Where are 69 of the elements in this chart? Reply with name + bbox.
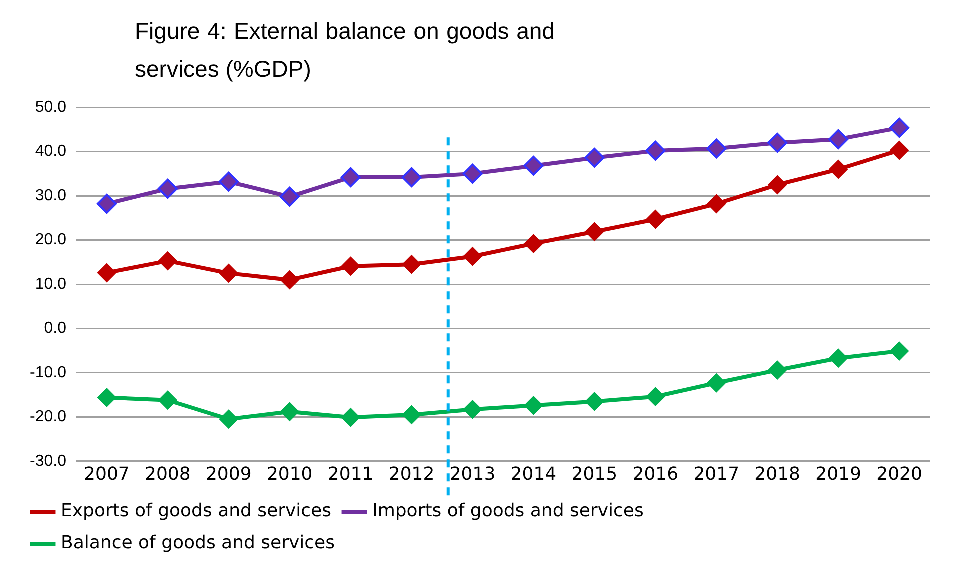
point — [219, 264, 238, 283]
y-tick-label: 10.0 — [35, 276, 67, 293]
point — [707, 194, 726, 214]
point — [218, 172, 239, 192]
x-tick-label: 2017 — [694, 464, 740, 485]
point — [890, 118, 910, 138]
x-tick-label: 2008 — [145, 464, 191, 485]
point — [584, 148, 605, 168]
point — [585, 392, 604, 412]
point — [402, 255, 422, 274]
point — [524, 156, 544, 176]
point — [96, 194, 117, 214]
y-tick-label: 30.0 — [35, 187, 67, 204]
y-tick-label: 20.0 — [35, 232, 67, 249]
point — [280, 270, 300, 290]
x-tick-label: 2018 — [754, 464, 800, 485]
point — [158, 390, 178, 410]
y-tick-label: -30.0 — [30, 452, 67, 470]
x-tick-label: 2013 — [450, 464, 496, 485]
point — [646, 140, 666, 161]
x-tick-label: 2007 — [84, 464, 130, 485]
x-tick-label: 2020 — [876, 464, 922, 485]
point — [340, 167, 361, 188]
legend-label: Exports of goods and services — [61, 500, 332, 522]
point — [97, 264, 116, 282]
x-tick-label: 2010 — [266, 464, 313, 485]
point — [402, 167, 422, 188]
point — [768, 360, 788, 380]
point — [829, 348, 848, 368]
point — [829, 160, 848, 180]
point — [890, 141, 910, 160]
x-tick-label: 2012 — [388, 464, 435, 485]
point — [402, 405, 422, 424]
point — [463, 400, 482, 420]
y-tick-label: 50.0 — [35, 99, 67, 116]
point — [158, 252, 178, 271]
point — [768, 175, 788, 194]
point — [463, 247, 482, 266]
legend-label: Imports of goods and services — [372, 500, 644, 522]
y-tick-label: 0.0 — [44, 320, 67, 338]
y-tick-label: 40.0 — [35, 143, 67, 160]
x-tick-label: 2019 — [816, 464, 862, 485]
legend-label: Balance of goods and services — [61, 532, 335, 554]
point — [524, 234, 544, 254]
point — [707, 374, 726, 393]
point — [462, 164, 483, 184]
point — [341, 256, 360, 276]
point — [585, 222, 604, 242]
y-tick-label: -10.0 — [30, 364, 67, 382]
point — [158, 178, 178, 199]
y-tick-label: -20.0 — [30, 408, 67, 426]
point — [341, 408, 360, 428]
point — [706, 138, 727, 159]
point — [828, 129, 849, 150]
point — [280, 186, 300, 207]
x-tick-label: 2014 — [510, 464, 557, 485]
point — [280, 402, 300, 422]
x-tick-label: 2016 — [632, 464, 679, 485]
point — [890, 342, 910, 361]
point — [524, 396, 544, 416]
x-tick-label: 2011 — [328, 464, 374, 485]
point — [219, 410, 238, 429]
x-tick-label: 2015 — [572, 464, 618, 485]
chart-title: Figure 4: External balance on goods and services (%GDP) — [135, 17, 555, 84]
point — [768, 132, 788, 153]
point — [97, 388, 116, 408]
point — [646, 210, 666, 229]
point — [646, 387, 666, 406]
x-tick-label: 2009 — [206, 464, 252, 485]
